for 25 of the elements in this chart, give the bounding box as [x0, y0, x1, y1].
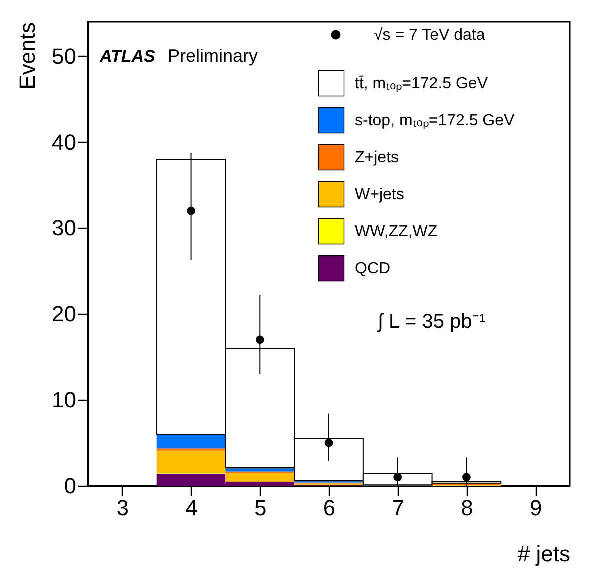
y-tick-label: 10 — [52, 388, 76, 413]
legend-label: tt̄, mₜₒₚ=172.5 GeV — [355, 76, 488, 92]
x-tick-label: 7 — [392, 496, 404, 520]
annotation: ATLAS — [99, 47, 156, 66]
legend-label: Z+jets — [355, 150, 400, 166]
x-tick-label: 8 — [461, 496, 474, 520]
y-tick-label: 20 — [52, 302, 76, 327]
x-tick-label: 9 — [530, 496, 542, 520]
legend-label: WW,ZZ,WZ — [355, 224, 438, 240]
y-tick-label: 0 — [64, 474, 76, 498]
x-axis-title: # jets — [518, 542, 570, 566]
legend-label: √s = 7 TeV data — [374, 27, 486, 44]
x-tick-label: 3 — [116, 496, 130, 520]
x-tick-label: 4 — [186, 496, 198, 520]
y-tick-label: 30 — [52, 216, 76, 241]
annotation: ∫ L = 35 pb⁻¹ — [377, 311, 486, 333]
y-tick-label: 50 — [52, 44, 76, 69]
legend-label: W+jets — [355, 186, 404, 204]
annotation: Preliminary — [168, 46, 258, 66]
y-axis-title: Events — [15, 22, 40, 90]
legend-label: s-top, mₜₒₚ=172.5 GeV — [355, 112, 515, 130]
y-tick-label: 40 — [52, 130, 76, 155]
x-tick-label: 5 — [254, 496, 267, 520]
legend-label: QCD — [355, 260, 391, 278]
x-tick-label: 6 — [323, 496, 336, 520]
